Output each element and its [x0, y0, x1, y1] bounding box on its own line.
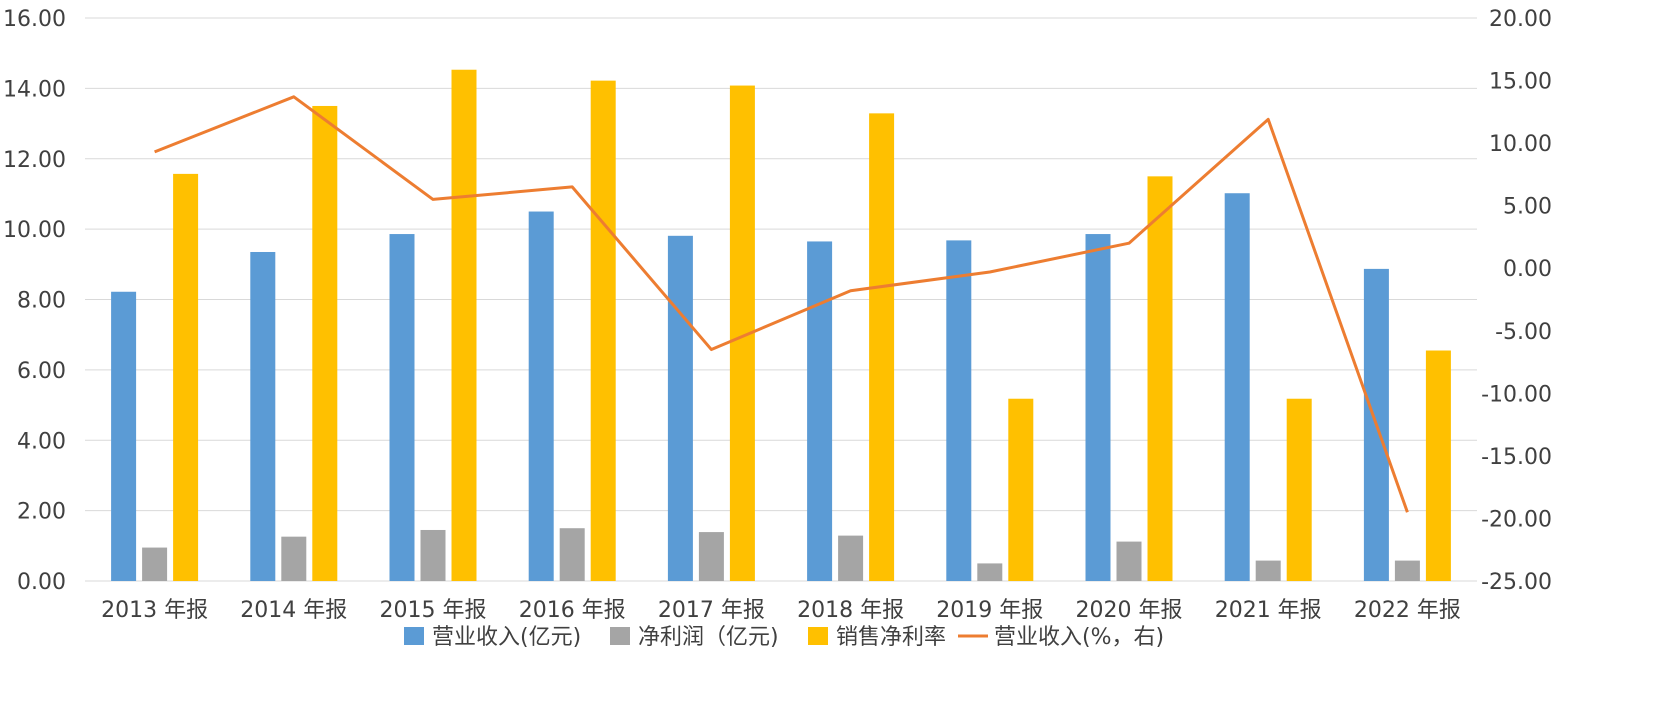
- y-left-tick-label: 0.00: [17, 570, 66, 595]
- bar: [111, 291, 137, 581]
- y-left-tick-label: 10.00: [3, 218, 66, 243]
- bar: [1085, 234, 1111, 581]
- x-tick-label: 2022 年报: [1354, 598, 1461, 623]
- bar: [142, 547, 168, 581]
- legend-label: 销售净利率: [836, 625, 946, 650]
- bar: [389, 234, 415, 581]
- y-right-tick-label: 5.00: [1503, 195, 1552, 220]
- y-right-tick-label: 20.00: [1489, 7, 1552, 32]
- y-right-tick-label: 15.00: [1489, 70, 1552, 95]
- x-tick-label: 2018 年报: [797, 598, 904, 623]
- y-left-tick-label: 4.00: [17, 429, 66, 454]
- legend-label: 营业收入(亿元): [432, 625, 581, 650]
- y-axis-right-ticks: -25.00 -20.00 -15.00 -10.00 -5.00 0.00 5.00 10.…: [1481, 7, 1552, 595]
- y-right-tick-label: -25.00: [1481, 570, 1552, 595]
- bar: [1147, 176, 1173, 581]
- gridlines: [85, 17, 1477, 582]
- y-right-tick-label: -10.00: [1481, 382, 1552, 407]
- legend: 营业收入(亿元) 净利润（亿元) 销售净利率 营业收入(%，右): [404, 625, 1164, 650]
- y-right-tick-label: 0.00: [1503, 257, 1552, 282]
- bar: [451, 69, 477, 582]
- bar: [838, 535, 864, 581]
- bar: [977, 563, 1003, 581]
- bar: [1008, 398, 1034, 581]
- x-tick-label: 2015 年报: [380, 598, 487, 623]
- x-axis-ticks: 2013 年报 2014 年报 2015 年报 2016 年报 2017 年报 2018 …: [101, 598, 1461, 623]
- x-tick-label: 2019 年报: [936, 598, 1043, 623]
- bar: [1425, 350, 1451, 581]
- legend-swatch: [808, 627, 828, 645]
- y-right-tick-label: -20.00: [1481, 507, 1552, 532]
- bar: [1286, 398, 1312, 581]
- bar: [312, 105, 338, 581]
- series-line: [154, 95, 1409, 513]
- bar: [1255, 560, 1281, 581]
- line-series: [154, 95, 1409, 513]
- x-tick-label: 2013 年报: [101, 598, 208, 623]
- y-right-tick-label: -15.00: [1481, 445, 1552, 470]
- x-tick-label: 2017 年报: [658, 598, 765, 623]
- legend-label: 净利润（亿元): [638, 625, 779, 650]
- y-left-tick-label: 16.00: [3, 7, 66, 32]
- y-left-tick-label: 6.00: [17, 359, 66, 384]
- bar: [698, 532, 724, 581]
- y-left-tick-label: 2.00: [17, 500, 66, 525]
- bar: [590, 80, 616, 581]
- bar: [946, 240, 972, 581]
- bar: [559, 528, 585, 581]
- bar-series: [111, 69, 1451, 582]
- x-tick-label: 2016 年报: [519, 598, 626, 623]
- y-right-tick-label: 10.00: [1489, 132, 1552, 157]
- x-tick-label: 2021 年报: [1215, 598, 1322, 623]
- y-left-tick-label: 14.00: [3, 77, 66, 102]
- legend-swatch: [610, 627, 630, 645]
- y-left-tick-label: 12.00: [3, 148, 66, 173]
- legend-swatch: [404, 627, 424, 645]
- x-tick-label: 2020 年报: [1076, 598, 1183, 623]
- bar: [420, 529, 446, 581]
- bar: [667, 235, 693, 582]
- y-right-tick-label: -5.00: [1495, 320, 1552, 345]
- bar: [250, 251, 276, 581]
- bar: [807, 241, 833, 582]
- y-axis-left-ticks: 0.00 2.00 4.00 6.00 8.00 10.00 12.00 14.00 16.00: [3, 7, 66, 595]
- bar: [281, 536, 307, 581]
- bar: [528, 211, 554, 581]
- bar: [1116, 541, 1142, 581]
- bar: [1224, 193, 1250, 581]
- y-left-tick-label: 8.00: [17, 289, 66, 314]
- x-tick-label: 2014 年报: [240, 598, 347, 623]
- bar: [173, 173, 199, 582]
- bar: [869, 113, 895, 581]
- bar: [1394, 560, 1420, 581]
- legend-label: 营业收入(%，右): [994, 625, 1164, 650]
